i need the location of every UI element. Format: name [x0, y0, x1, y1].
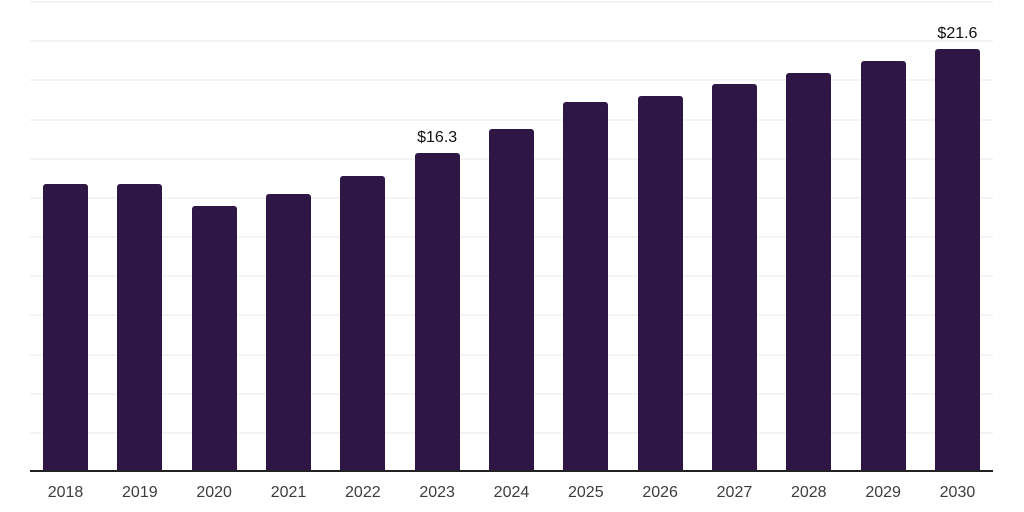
bar-2019	[117, 184, 163, 472]
bar-2026	[637, 96, 683, 472]
x-tick-label-2024: 2024	[493, 484, 530, 501]
bar-2023	[414, 152, 460, 472]
bar-value-label-2030: $21.6	[937, 25, 978, 42]
bar-slot-2020	[191, 2, 237, 472]
x-tick-label-2029: 2029	[865, 484, 901, 501]
bar-2022	[340, 176, 386, 472]
x-axis-line	[30, 470, 993, 472]
bar-2030	[934, 49, 980, 472]
bar-2028	[786, 72, 832, 472]
x-tick-label-2028: 2028	[790, 484, 827, 501]
bar-slot-2023: $16.3	[414, 2, 460, 472]
x-tick-label-2020: 2020	[196, 484, 232, 501]
gridline	[30, 1, 993, 3]
bar-slot-2030: $21.6	[934, 2, 980, 472]
gridline	[30, 79, 993, 82]
gridline	[30, 40, 993, 43]
plot-area: $16.3 $21.6	[30, 1, 993, 472]
bar-slot-2027	[711, 2, 757, 472]
bar-slot-2024	[488, 2, 534, 472]
x-tick-label-2025: 2025	[568, 484, 604, 501]
bar-value-label-2023: $16.3	[417, 128, 458, 146]
x-tick-label-2018: 2018	[47, 484, 84, 501]
bar-2024	[488, 129, 534, 472]
bar-2027	[711, 84, 757, 472]
bar-slot-2022	[340, 2, 386, 472]
bar-2018	[43, 184, 88, 472]
bar-slot-2019	[117, 2, 163, 472]
bar-slot-2028	[786, 2, 832, 472]
bar-2020	[191, 205, 237, 472]
bars-container: $16.3 $21.6	[30, 2, 993, 472]
x-tick-label-2026: 2026	[642, 484, 678, 501]
x-tick-label-2022: 2022	[345, 484, 381, 501]
gridline	[30, 118, 993, 121]
bar-2025	[563, 101, 609, 472]
bar-slot-2021	[265, 2, 311, 472]
x-axis-tick-labels: 2018 2019 2020 2021 2022 2023 2024 2025 2026 2027…	[30, 484, 993, 502]
bar-slot-2029	[860, 2, 906, 472]
bar-slot-2026	[637, 2, 683, 472]
bar-2029	[860, 60, 906, 472]
bar-slot-2025	[563, 2, 609, 472]
x-tick-label-2021: 2021	[270, 484, 307, 501]
x-tick-label-2019: 2019	[122, 484, 158, 501]
x-tick-label-2023: 2023	[419, 484, 455, 501]
x-tick-label-2027: 2027	[716, 484, 753, 501]
x-tick-label-2030: 2030	[939, 484, 976, 501]
bar-slot-2018	[43, 2, 88, 472]
bar-2021	[265, 193, 311, 472]
